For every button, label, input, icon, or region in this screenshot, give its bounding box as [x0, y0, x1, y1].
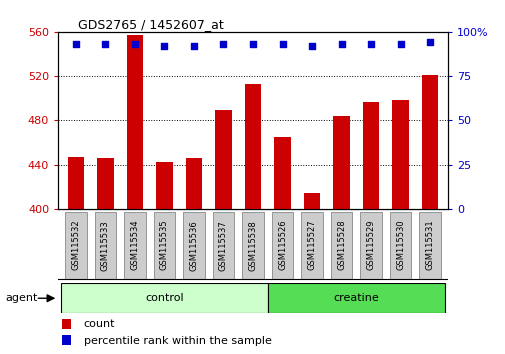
Bar — [333, 116, 349, 209]
Bar — [304, 193, 320, 209]
Point — [396, 41, 404, 47]
Bar — [68, 157, 84, 209]
Text: GSM115534: GSM115534 — [130, 220, 139, 270]
FancyBboxPatch shape — [330, 212, 351, 279]
Text: GSM115538: GSM115538 — [248, 220, 257, 270]
Bar — [156, 162, 172, 209]
Text: agent: agent — [5, 293, 37, 303]
Text: GSM115532: GSM115532 — [71, 220, 80, 270]
Point — [219, 41, 227, 47]
Bar — [421, 75, 437, 209]
Text: GSM115536: GSM115536 — [189, 220, 198, 270]
Point — [160, 43, 168, 49]
Bar — [392, 101, 408, 209]
FancyBboxPatch shape — [419, 212, 440, 279]
FancyBboxPatch shape — [301, 212, 322, 279]
FancyBboxPatch shape — [360, 212, 381, 279]
Bar — [215, 110, 231, 209]
Text: GSM115527: GSM115527 — [307, 220, 316, 270]
Point — [189, 43, 197, 49]
Text: GDS2765 / 1452607_at: GDS2765 / 1452607_at — [78, 18, 223, 31]
Bar — [127, 35, 143, 209]
Bar — [97, 158, 113, 209]
FancyBboxPatch shape — [124, 212, 145, 279]
FancyBboxPatch shape — [61, 283, 267, 313]
Text: GSM115531: GSM115531 — [425, 220, 434, 270]
Point — [131, 41, 139, 47]
FancyBboxPatch shape — [271, 212, 292, 279]
FancyBboxPatch shape — [213, 212, 234, 279]
FancyBboxPatch shape — [65, 212, 86, 279]
Text: percentile rank within the sample: percentile rank within the sample — [83, 336, 271, 346]
FancyBboxPatch shape — [267, 283, 444, 313]
Bar — [62, 335, 71, 345]
FancyBboxPatch shape — [183, 212, 204, 279]
FancyBboxPatch shape — [242, 212, 263, 279]
Point — [101, 41, 109, 47]
Point — [248, 41, 257, 47]
Text: count: count — [83, 319, 115, 329]
Point — [425, 40, 433, 45]
Point — [278, 41, 286, 47]
Text: GSM115530: GSM115530 — [395, 220, 405, 270]
Text: control: control — [145, 293, 183, 303]
FancyBboxPatch shape — [154, 212, 175, 279]
Bar — [244, 84, 261, 209]
Bar — [185, 158, 201, 209]
Text: creatine: creatine — [333, 293, 378, 303]
Text: GSM115533: GSM115533 — [100, 220, 110, 270]
FancyBboxPatch shape — [389, 212, 411, 279]
Bar — [362, 102, 378, 209]
Point — [337, 41, 345, 47]
Text: GSM115526: GSM115526 — [277, 220, 286, 270]
Bar — [274, 137, 290, 209]
Text: GSM115537: GSM115537 — [219, 220, 228, 270]
FancyBboxPatch shape — [94, 212, 116, 279]
Text: GSM115535: GSM115535 — [160, 220, 169, 270]
Text: GSM115528: GSM115528 — [336, 220, 345, 270]
Text: GSM115529: GSM115529 — [366, 220, 375, 270]
Point — [72, 41, 80, 47]
Point — [308, 43, 316, 49]
Point — [366, 41, 374, 47]
Bar — [62, 319, 71, 329]
